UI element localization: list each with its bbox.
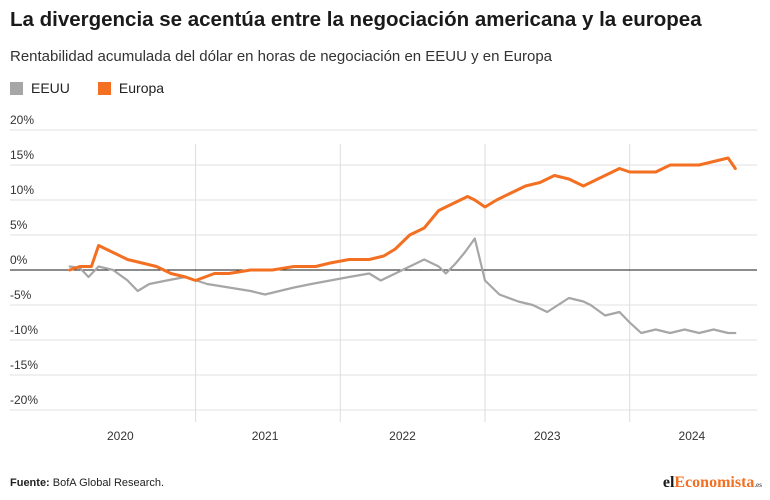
- legend-swatch-eeuu: [10, 81, 23, 95]
- year-dividers: [195, 144, 631, 422]
- legend-label-europa: Europa: [118, 80, 165, 96]
- x-tick-label: 2024: [679, 429, 706, 443]
- source-label: Fuente:: [10, 477, 50, 489]
- y-tick-label: -20%: [10, 393, 38, 407]
- x-axis-ticks: 2020 2021 2022 2023 2024: [107, 429, 706, 443]
- y-axis-ticks: 20% 15% 10% 5% 0% -5% -10% -15% -20%: [10, 113, 38, 407]
- logo: elEconomista.es: [663, 474, 762, 492]
- line-chart: 20%15%10%5%0%-5%-10%-15%-20% 2020 2021 202…: [10, 113, 757, 443]
- logo-prefix: el: [662, 474, 675, 491]
- y-tick-label: -10%: [10, 323, 38, 337]
- x-tick-label: 2023: [534, 429, 561, 443]
- y-tick-label: 5%: [10, 218, 28, 232]
- x-tick-label: 2021: [252, 429, 279, 443]
- source-note: Fuente: BofA Global Research.: [10, 477, 164, 489]
- series-lines: [68, 156, 737, 335]
- chart-subtitle: Rentabilidad acumulada del dólar en hora…: [10, 48, 553, 65]
- series-line-eeuu: [68, 237, 737, 335]
- grid: [10, 129, 757, 411]
- y-tick-label: 0%: [10, 253, 28, 267]
- y-tick-label: -15%: [10, 358, 38, 372]
- legend-item-europa[interactable]: Europa: [97, 80, 165, 96]
- x-tick-label: 2020: [107, 429, 134, 443]
- y-tick-label: 15%: [10, 148, 34, 162]
- legend-swatch-europa: [97, 81, 111, 95]
- y-tick-label: 20%: [10, 113, 34, 127]
- legend: EEUU Europa: [10, 80, 192, 96]
- series-line-europa: [68, 156, 737, 282]
- legend-label-eeuu: EEUU: [31, 80, 70, 96]
- y-tick-label: 10%: [10, 183, 34, 197]
- x-tick-label: 2022: [389, 429, 416, 443]
- legend-item-eeuu[interactable]: EEUU: [10, 80, 70, 96]
- y-tick-label: -5%: [10, 288, 32, 302]
- logo-suffix: .es: [754, 481, 762, 489]
- source-text: BofA Global Research.: [52, 477, 165, 489]
- chart-title: La divergencia se acentúa entre la negoc…: [10, 8, 702, 31]
- logo-brand: Economista: [674, 474, 755, 491]
